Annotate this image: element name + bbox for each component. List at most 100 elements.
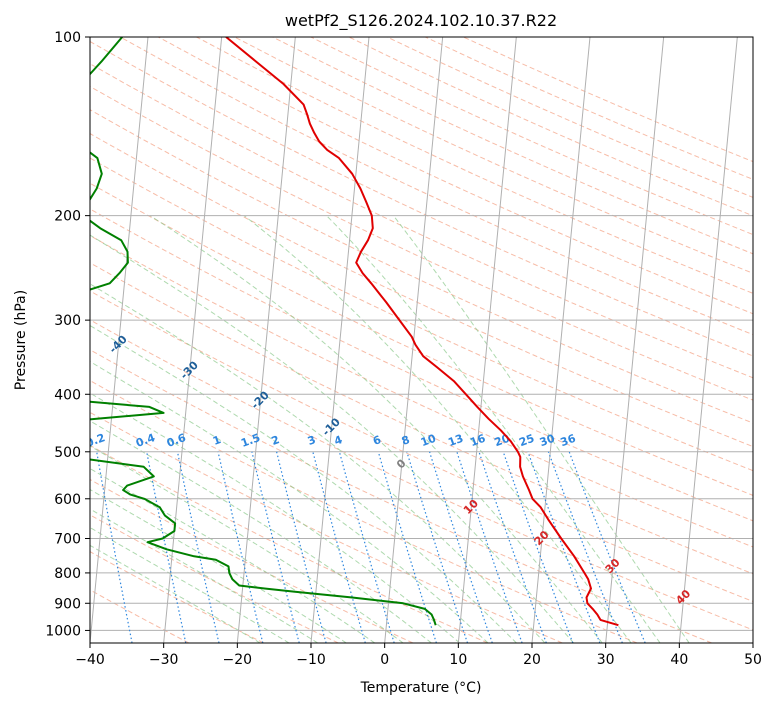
dry-adiabat bbox=[90, 234, 753, 548]
y-axis-ticks: 100 200 300 400 500 600 700 800 900 1000 bbox=[45, 30, 90, 639]
mixing-ratio-line bbox=[276, 451, 327, 643]
y-tick-label: 1000 bbox=[45, 623, 81, 639]
moist-adiabat bbox=[90, 283, 546, 643]
moist-adiabat bbox=[90, 544, 261, 643]
mixing-ratio-line bbox=[456, 451, 523, 643]
mixing-ratio-label: 0.4 bbox=[134, 431, 157, 450]
mixing-ratio-line bbox=[568, 451, 646, 643]
mixing-ratio-label: 8 bbox=[400, 433, 412, 448]
dry-adiabat bbox=[90, 551, 264, 643]
dry-adiabat bbox=[90, 411, 563, 643]
mixing-ratio-label: 36 bbox=[559, 432, 578, 450]
mixing-ratio-label: 10 bbox=[419, 432, 438, 450]
x-tick-label: 30 bbox=[597, 652, 615, 668]
plot-frame bbox=[89, 36, 754, 644]
mixing-ratio-label: 0.6 bbox=[165, 431, 188, 450]
y-axis-label: Pressure (hPa) bbox=[13, 290, 29, 390]
moist-adiabat bbox=[90, 234, 574, 643]
profile-lines bbox=[90, 37, 619, 627]
dry-adiabat bbox=[90, 290, 753, 603]
y-tick-label: 400 bbox=[54, 387, 81, 403]
moist-adiabat bbox=[90, 445, 404, 643]
mixing-ratio-label: 13 bbox=[446, 432, 465, 449]
isotherm-line bbox=[457, 37, 517, 643]
mixing-ratio-label: 4 bbox=[332, 433, 344, 448]
mixing-ratio-label: 3 bbox=[306, 433, 318, 448]
mixing-ratio-line bbox=[478, 451, 547, 643]
y-tick-label: 600 bbox=[54, 492, 81, 508]
dry-adiabat bbox=[90, 109, 753, 424]
mixing-ratio-line bbox=[406, 451, 469, 643]
dry-adiabat bbox=[90, 444, 488, 643]
mixing-ratio-label: 30 bbox=[538, 432, 557, 450]
mixing-ratio-label: 2 bbox=[270, 433, 282, 448]
y-tick-label: 900 bbox=[54, 596, 81, 612]
y-tick-label: 500 bbox=[54, 445, 81, 461]
mixing-ratio-label: 25 bbox=[517, 432, 536, 449]
isotherm-line bbox=[163, 37, 223, 643]
dry-adiabat bbox=[90, 589, 190, 643]
x-axis-label: Temperature (°C) bbox=[360, 680, 482, 696]
y-tick-label: 800 bbox=[54, 566, 81, 582]
x-axis-ticks: −40 −30 −20 −10 0 10 20 30 40 50 bbox=[75, 643, 762, 668]
mixing-ratio-line bbox=[377, 451, 437, 643]
mixing-ratio-line bbox=[251, 451, 300, 643]
moist-adiabat bbox=[243, 215, 632, 643]
chart-title: wetPf2_S126.2024.102.10.37.R22 bbox=[285, 11, 557, 31]
temperature-profile bbox=[225, 37, 619, 627]
background-lines bbox=[90, 37, 753, 643]
moist-adiabat bbox=[90, 488, 347, 643]
moist-adiabat bbox=[90, 467, 376, 643]
mixing-ratio-line bbox=[217, 451, 264, 643]
isotherm-line bbox=[236, 37, 296, 643]
moist-adiabat bbox=[149, 215, 603, 643]
mixing-ratio-line bbox=[502, 451, 574, 643]
mixing-ratio-label: 1 bbox=[211, 433, 223, 448]
x-tick-label: −10 bbox=[296, 652, 326, 668]
y-tick-label: 200 bbox=[54, 209, 81, 225]
mixing-ratio-label: 6 bbox=[371, 433, 383, 448]
dry-adiabat bbox=[90, 319, 753, 631]
mixing-ratio-label: 16 bbox=[468, 432, 487, 450]
dry-adiabat bbox=[90, 208, 753, 522]
moist-adiabat bbox=[326, 215, 661, 643]
dry-adiabat bbox=[90, 63, 753, 379]
moist-adiabat bbox=[393, 215, 690, 643]
x-tick-label: −40 bbox=[75, 652, 105, 668]
y-tick-label: 300 bbox=[54, 313, 81, 329]
mixing-ratio-line bbox=[429, 451, 493, 643]
y-tick-label: 100 bbox=[54, 30, 81, 46]
dewpoint-profile bbox=[90, 37, 437, 626]
x-tick-label: 20 bbox=[523, 652, 541, 668]
mixing-ratio-line bbox=[146, 451, 187, 643]
moist-adiabat bbox=[90, 324, 517, 643]
dry-adiabat bbox=[90, 349, 712, 643]
dry-adiabat bbox=[90, 40, 753, 357]
moist-adiabat bbox=[90, 420, 432, 643]
mixing-ratio-line bbox=[338, 451, 395, 643]
dry-adiabat bbox=[90, 132, 753, 448]
mixing-ratio-line bbox=[312, 451, 366, 643]
x-tick-label: 50 bbox=[744, 652, 762, 668]
mixing-ratio-label: 1.5 bbox=[239, 431, 262, 450]
dry-adiabat bbox=[90, 262, 753, 575]
mixing-ratio-line bbox=[547, 451, 623, 643]
dry-adiabat bbox=[90, 85, 753, 401]
isotherm-line bbox=[531, 37, 591, 643]
isotherm-line bbox=[90, 37, 149, 643]
isotherm-line bbox=[678, 37, 738, 643]
x-tick-label: 10 bbox=[449, 652, 467, 668]
mixing-ratio-line bbox=[176, 451, 220, 643]
x-tick-label: −30 bbox=[149, 652, 179, 668]
x-tick-label: 0 bbox=[380, 652, 389, 668]
moist-adiabat bbox=[90, 527, 290, 643]
x-tick-label: −20 bbox=[223, 652, 253, 668]
moist-adiabat bbox=[90, 361, 489, 643]
x-tick-label: 40 bbox=[670, 652, 688, 668]
y-tick-label: 700 bbox=[54, 532, 81, 548]
isotherm-line bbox=[605, 37, 665, 643]
mixing-ratio-line bbox=[527, 451, 601, 643]
isotherm-line bbox=[310, 37, 370, 643]
